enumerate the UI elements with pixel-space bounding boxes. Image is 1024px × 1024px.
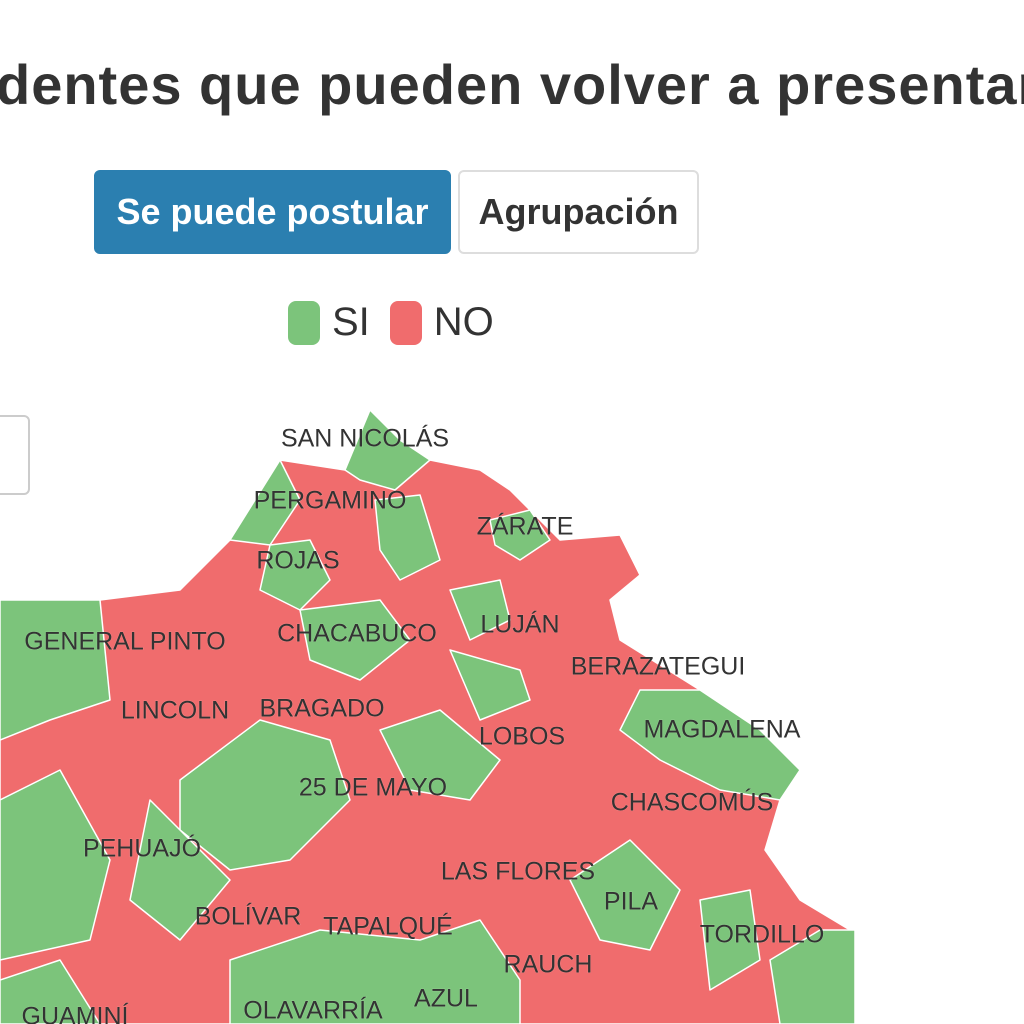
place-label: PERGAMINO <box>254 487 407 515</box>
region[interactable] <box>259 539 331 611</box>
place-label: LINCOLN <box>121 697 229 725</box>
place-label: ZÁRATE <box>477 512 574 541</box>
place-label: BRAGADO <box>259 695 384 723</box>
region[interactable] <box>449 649 531 721</box>
region[interactable] <box>229 459 301 546</box>
place-label: AZUL <box>414 985 478 1013</box>
tab-button[interactable]: Se puede postular <box>94 170 451 254</box>
region[interactable] <box>769 929 856 1024</box>
place-label: BERAZATEGUI <box>571 653 746 681</box>
region[interactable] <box>569 839 681 951</box>
place-label: ROJAS <box>256 547 339 575</box>
region[interactable] <box>449 579 511 641</box>
place-label: 25 DE MAYO <box>299 774 447 802</box>
tab-button[interactable]: Agrupación <box>458 170 699 254</box>
place-label: OLAVARRÍA <box>243 996 383 1024</box>
legend-label: NO <box>433 300 494 344</box>
region[interactable] <box>229 919 521 1024</box>
place-label: MAGDALENA <box>644 716 801 744</box>
place-label: GENERAL PINTO <box>24 628 225 656</box>
legend-label: SI <box>332 300 370 344</box>
region[interactable] <box>619 689 801 801</box>
region[interactable] <box>0 599 111 741</box>
region[interactable] <box>299 599 411 681</box>
place-label: GUAMINÍ <box>22 1002 129 1024</box>
legend-swatch <box>389 300 422 345</box>
legend-swatch <box>288 300 320 345</box>
place-label: LUJÁN <box>480 610 559 639</box>
zoom-control[interactable] <box>0 415 30 495</box>
place-label: BOLÍVAR <box>195 902 302 931</box>
place-label: PILA <box>604 888 659 916</box>
place-label: CHACABUCO <box>277 620 437 648</box>
title: dentes que pueden volver a presentars <box>0 53 1024 116</box>
place-label: PEHUAJÓ <box>83 834 201 863</box>
region[interactable] <box>489 509 551 561</box>
place-label: SAN NICOLÁS <box>281 424 449 453</box>
region[interactable] <box>374 494 441 581</box>
place-label: LAS FLORES <box>441 858 595 886</box>
place-label: LOBOS <box>479 723 565 751</box>
place-label: CHASCOMÚS <box>611 788 774 817</box>
region[interactable] <box>344 409 431 491</box>
region[interactable] <box>129 799 231 941</box>
place-label: RAUCH <box>504 951 593 979</box>
region[interactable] <box>379 709 501 801</box>
region[interactable] <box>179 719 351 871</box>
legend-item: SI <box>288 300 370 345</box>
place-label: TAPALQUÉ <box>323 912 453 941</box>
legend-item: NO <box>389 300 494 345</box>
region[interactable] <box>0 959 101 1024</box>
map-regions <box>0 409 856 1024</box>
region[interactable] <box>699 889 761 991</box>
map-labels: SAN NICOLÁS PERGAMINO ZÁRATE ROJAS GENERAL P… <box>21 423 825 1024</box>
region[interactable] <box>0 769 111 961</box>
place-label: TORDILLO <box>700 921 825 949</box>
legend: SI NO <box>288 300 514 345</box>
